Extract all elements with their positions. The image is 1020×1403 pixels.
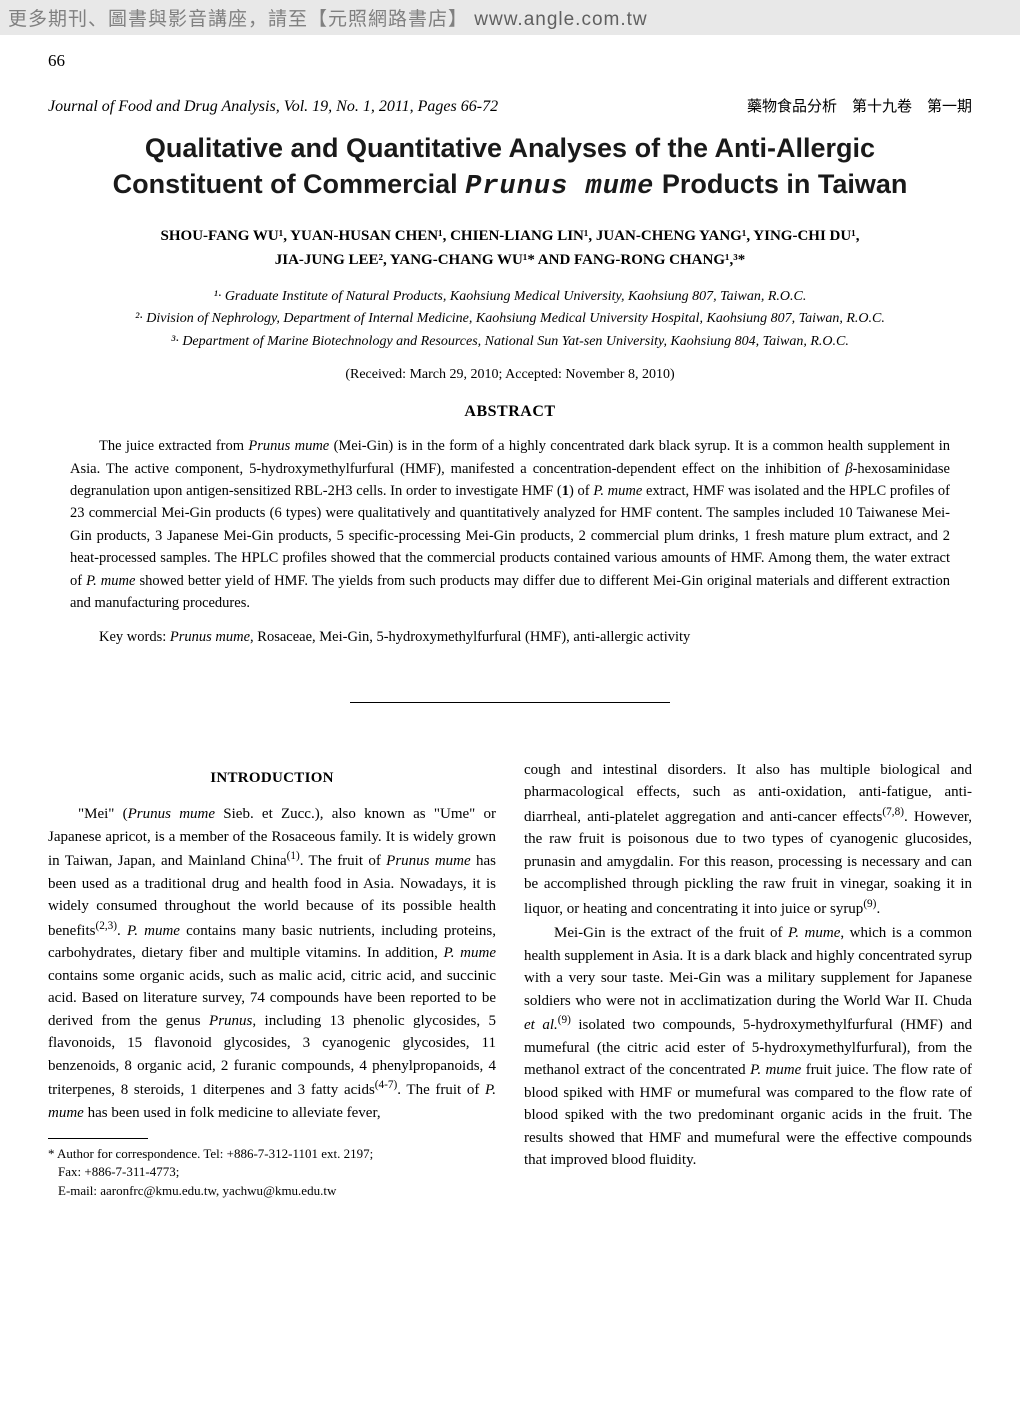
- journal-header-row: Journal of Food and Drug Analysis, Vol. …: [48, 95, 972, 116]
- affiliations: ¹· Graduate Institute of Natural Product…: [40, 286, 980, 353]
- keywords: Key words: Prunus mume, Rosaceae, Mei-Gi…: [70, 629, 950, 646]
- footnote-line3: E-mail: aaronfrc@kmu.edu.tw, yachwu@kmu.…: [48, 1182, 496, 1200]
- authors-line1: SHOU-FANG WU¹, YUAN-HUSAN CHEN¹, CHIEN-L…: [161, 228, 860, 244]
- abstract-body: The juice extracted from Prunus mume (Me…: [70, 435, 950, 615]
- footnote-line2: Fax: +886-7-311-4773;: [48, 1163, 496, 1181]
- authors-line2: JIA-JUNG LEE², YANG-CHANG WU¹* AND FANG-…: [275, 252, 746, 268]
- intro-paragraph-1-cont: cough and intestinal disorders. It also …: [524, 759, 972, 921]
- abstract-heading: ABSTRACT: [0, 403, 1020, 421]
- title-line2-pre: Constituent of Commercial: [113, 169, 466, 199]
- received-accepted-dates: (Received: March 29, 2010; Accepted: Nov…: [0, 367, 1020, 383]
- authors: SHOU-FANG WU¹, YUAN-HUSAN CHEN¹, CHIEN-L…: [60, 224, 960, 272]
- intro-paragraph-1: "Mei" (Prunus mume Sieb. et Zucc.), also…: [48, 803, 496, 1124]
- footnote-line1: * Author for correspondence. Tel: +886-7…: [48, 1145, 496, 1163]
- affiliation-3: ³· Department of Marine Biotechnology an…: [40, 331, 980, 353]
- page-number: 66: [48, 51, 1020, 71]
- title-genus: Prunus mume: [465, 172, 654, 202]
- journal-meta-chinese: 藥物食品分析 第十九卷 第一期: [747, 95, 972, 116]
- section-divider: [350, 702, 670, 703]
- column-left: INTRODUCTION "Mei" (Prunus mume Sieb. et…: [48, 759, 496, 1200]
- title-line1: Qualitative and Quantitative Analyses of…: [145, 133, 875, 163]
- title-line2-post: Products in Taiwan: [654, 169, 907, 199]
- top-banner: 更多期刊、圖書與影音講座，請至【元照網路書店】 www.angle.com.tw: [0, 0, 1020, 35]
- intro-paragraph-2: Mei-Gin is the extract of the fruit of P…: [524, 922, 972, 1172]
- affiliation-2: ²· Division of Nephrology, Department of…: [40, 308, 980, 330]
- journal-citation: Journal of Food and Drug Analysis, Vol. …: [48, 98, 498, 116]
- article-title: Qualitative and Quantitative Analyses of…: [40, 130, 980, 206]
- footnote-divider: [48, 1138, 148, 1139]
- affiliation-1: ¹· Graduate Institute of Natural Product…: [40, 286, 980, 308]
- banner-url: www.angle.com.tw: [474, 9, 647, 30]
- correspondence-footnote: * Author for correspondence. Tel: +886-7…: [48, 1145, 496, 1200]
- column-right: cough and intestinal disorders. It also …: [524, 759, 972, 1200]
- banner-text-cn: 更多期刊、圖書與影音講座，請至【元照網路書店】: [8, 9, 468, 30]
- two-column-body: INTRODUCTION "Mei" (Prunus mume Sieb. et…: [48, 759, 972, 1200]
- introduction-heading: INTRODUCTION: [48, 767, 496, 790]
